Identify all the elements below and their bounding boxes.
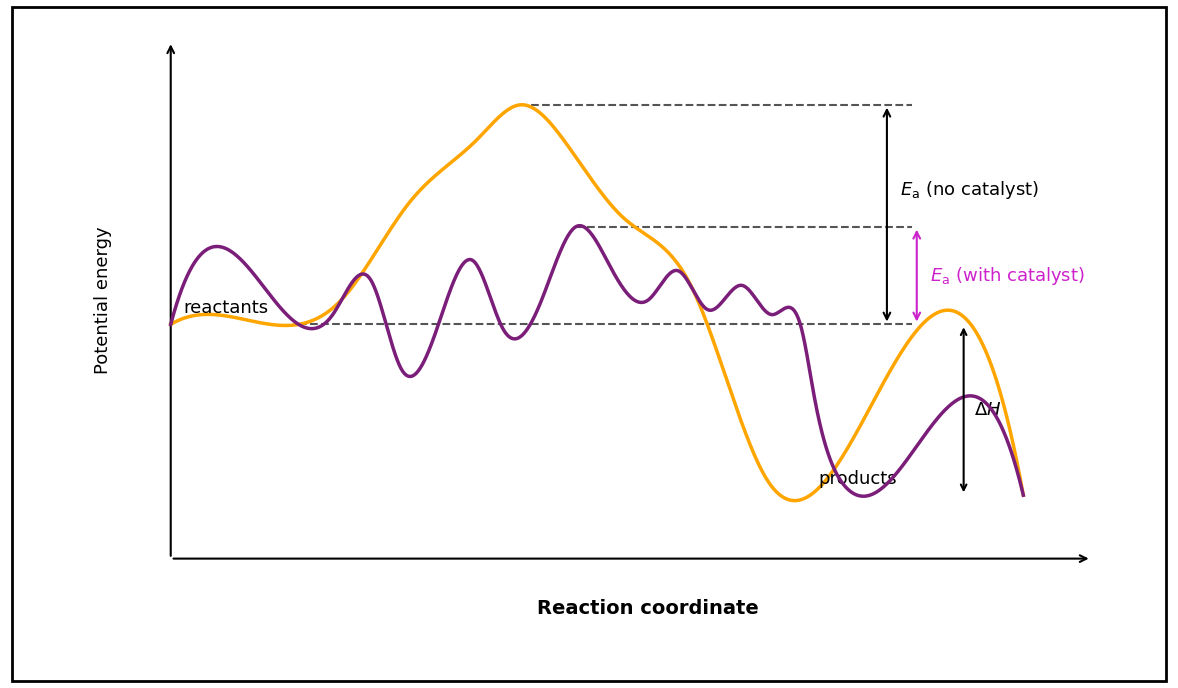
Text: $E_\mathrm{a}$ (with catalyst): $E_\mathrm{a}$ (with catalyst)	[929, 265, 1084, 287]
Text: $\Delta H$: $\Delta H$	[974, 401, 1001, 419]
Text: reactants: reactants	[184, 299, 269, 317]
Text: Potential energy: Potential energy	[93, 226, 112, 374]
X-axis label: Reaction coordinate: Reaction coordinate	[537, 599, 759, 618]
Text: $E_\mathrm{a}$ (no catalyst): $E_\mathrm{a}$ (no catalyst)	[900, 179, 1039, 201]
Text: products: products	[819, 470, 898, 488]
